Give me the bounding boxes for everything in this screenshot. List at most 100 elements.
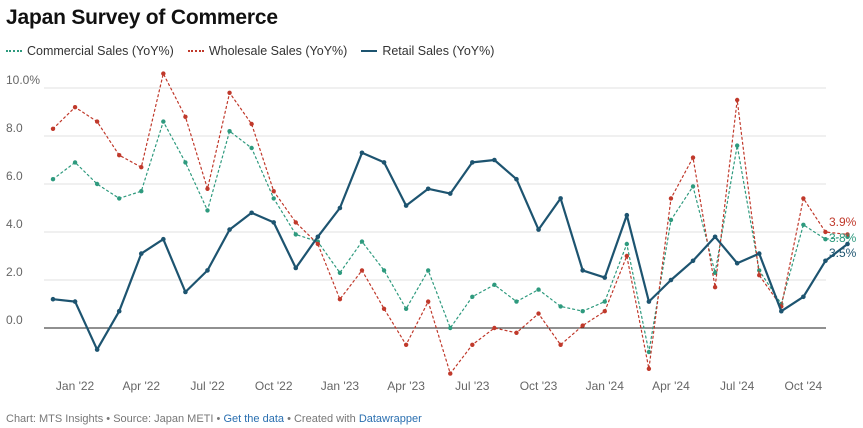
x-tick-label: Oct '23: [520, 379, 558, 393]
y-tick-label: 10.0%: [6, 73, 40, 87]
data-point-wholesale: [624, 253, 630, 259]
legend-item-wholesale: Wholesale Sales (YoY%): [187, 44, 348, 58]
data-point-wholesale: [580, 323, 585, 328]
data-point-retail: [161, 236, 166, 242]
data-point-retail: [624, 212, 630, 218]
x-tick-label: Jan '24: [586, 379, 625, 393]
data-point-retail: [271, 220, 277, 225]
data-point-retail: [668, 277, 674, 283]
data-point-wholesale: [514, 330, 519, 335]
series-line-retail: [51, 151, 849, 351]
data-point-wholesale: [558, 342, 563, 347]
data-point-wholesale: [271, 189, 276, 194]
data-point-retail: [514, 176, 519, 182]
data-point-retail: [94, 347, 100, 352]
x-tick-label: Oct '24: [785, 379, 823, 393]
data-point-wholesale: [823, 229, 828, 235]
data-point-retail: [712, 234, 718, 240]
legend-item-commercial: Commercial Sales (YoY%): [6, 44, 174, 58]
data-point-commercial: [72, 160, 78, 165]
data-point-wholesale: [536, 311, 541, 316]
data-point-retail: [227, 227, 232, 232]
data-point-retail: [756, 251, 762, 256]
data-point-commercial: [271, 196, 276, 201]
get-the-data-link[interactable]: Get the data: [223, 413, 284, 425]
data-point-commercial: [492, 282, 497, 287]
data-point-retail: [72, 299, 78, 304]
data-point-wholesale: [315, 241, 321, 247]
legend: Commercial Sales (YoY%) Wholesale Sales …: [6, 44, 508, 58]
x-tick-label: Jul '24: [720, 379, 755, 393]
data-point-commercial: [249, 145, 254, 151]
data-point-commercial: [602, 299, 607, 304]
footer-created-with: Created with: [293, 413, 356, 425]
data-point-commercial: [403, 306, 409, 311]
data-point-wholesale: [183, 114, 188, 120]
data-point-wholesale: [72, 105, 78, 110]
data-point-wholesale: [94, 119, 100, 124]
x-tick-label: Jul '22: [190, 379, 225, 393]
data-point-commercial: [580, 309, 585, 314]
x-tick-label: Jan '22: [56, 379, 95, 393]
data-point-commercial: [734, 143, 740, 148]
end-label-wholesale: 3.9%: [829, 215, 857, 229]
x-tick-label: Apr '23: [387, 379, 425, 393]
data-point-retail: [381, 160, 387, 165]
data-point-commercial: [624, 241, 630, 247]
data-point-commercial: [293, 232, 298, 237]
data-point-wholesale: [646, 366, 652, 371]
data-point-commercial: [227, 129, 232, 134]
data-point-retail: [138, 251, 144, 256]
data-point-retail: [801, 294, 806, 300]
x-tick-label: Apr '24: [652, 379, 690, 393]
data-point-retail: [315, 234, 321, 240]
x-tick-label: Apr '22: [122, 379, 160, 393]
legend-label-retail: Retail Sales (YoY%): [382, 44, 495, 58]
y-tick-label: 6.0: [6, 169, 23, 183]
data-point-commercial: [801, 222, 806, 227]
y-tick-label: 8.0: [6, 121, 23, 135]
data-point-wholesale: [690, 155, 696, 160]
data-point-wholesale: [293, 220, 298, 225]
legend-label-wholesale: Wholesale Sales (YoY%): [208, 44, 348, 58]
data-point-commercial: [337, 270, 343, 275]
legend-swatch-commercial: [6, 50, 22, 52]
data-point-commercial: [117, 196, 122, 201]
line-chart: 10.0% 8.0 6.0 4.0 2.0 0.0 Jan '22 Apr '22 Jul '2…: [6, 71, 857, 393]
data-point-retail: [536, 227, 541, 232]
data-point-retail: [205, 268, 210, 273]
data-point-retail: [779, 308, 784, 314]
data-point-retail: [602, 275, 608, 280]
data-point-retail: [359, 150, 365, 156]
y-tick-label: 4.0: [6, 217, 23, 231]
data-point-retail: [470, 160, 475, 165]
data-point-retail: [425, 186, 431, 192]
data-point-retail: [50, 296, 56, 302]
legend-swatch-wholesale: [187, 50, 204, 52]
data-point-retail: [293, 265, 299, 271]
data-point-wholesale: [492, 325, 497, 331]
data-point-retail: [403, 203, 409, 208]
data-point-commercial: [425, 268, 431, 273]
data-point-commercial: [359, 239, 365, 244]
data-point-commercial: [558, 304, 563, 309]
data-point-wholesale: [845, 232, 850, 237]
legend-label-commercial: Commercial Sales (YoY%): [27, 44, 174, 58]
series-line-commercial: [52, 120, 849, 353]
data-point-wholesale: [161, 71, 166, 76]
data-point-wholesale: [801, 196, 806, 201]
data-point-wholesale: [712, 285, 718, 290]
data-point-commercial: [536, 287, 541, 292]
datawrapper-link[interactable]: Datawrapper: [358, 413, 422, 425]
data-point-commercial: [161, 119, 166, 124]
footer-source: Source: Japan METI: [113, 413, 214, 425]
data-point-retail: [580, 268, 585, 273]
data-point-commercial: [646, 349, 652, 355]
data-point-wholesale: [117, 153, 122, 158]
data-point-commercial: [94, 181, 100, 187]
legend-item-retail: Retail Sales (YoY%): [361, 44, 494, 58]
data-point-retail: [337, 205, 343, 211]
data-point-wholesale: [337, 297, 343, 302]
end-label-retail: 3.5%: [829, 246, 857, 260]
data-point-wholesale: [403, 342, 409, 347]
